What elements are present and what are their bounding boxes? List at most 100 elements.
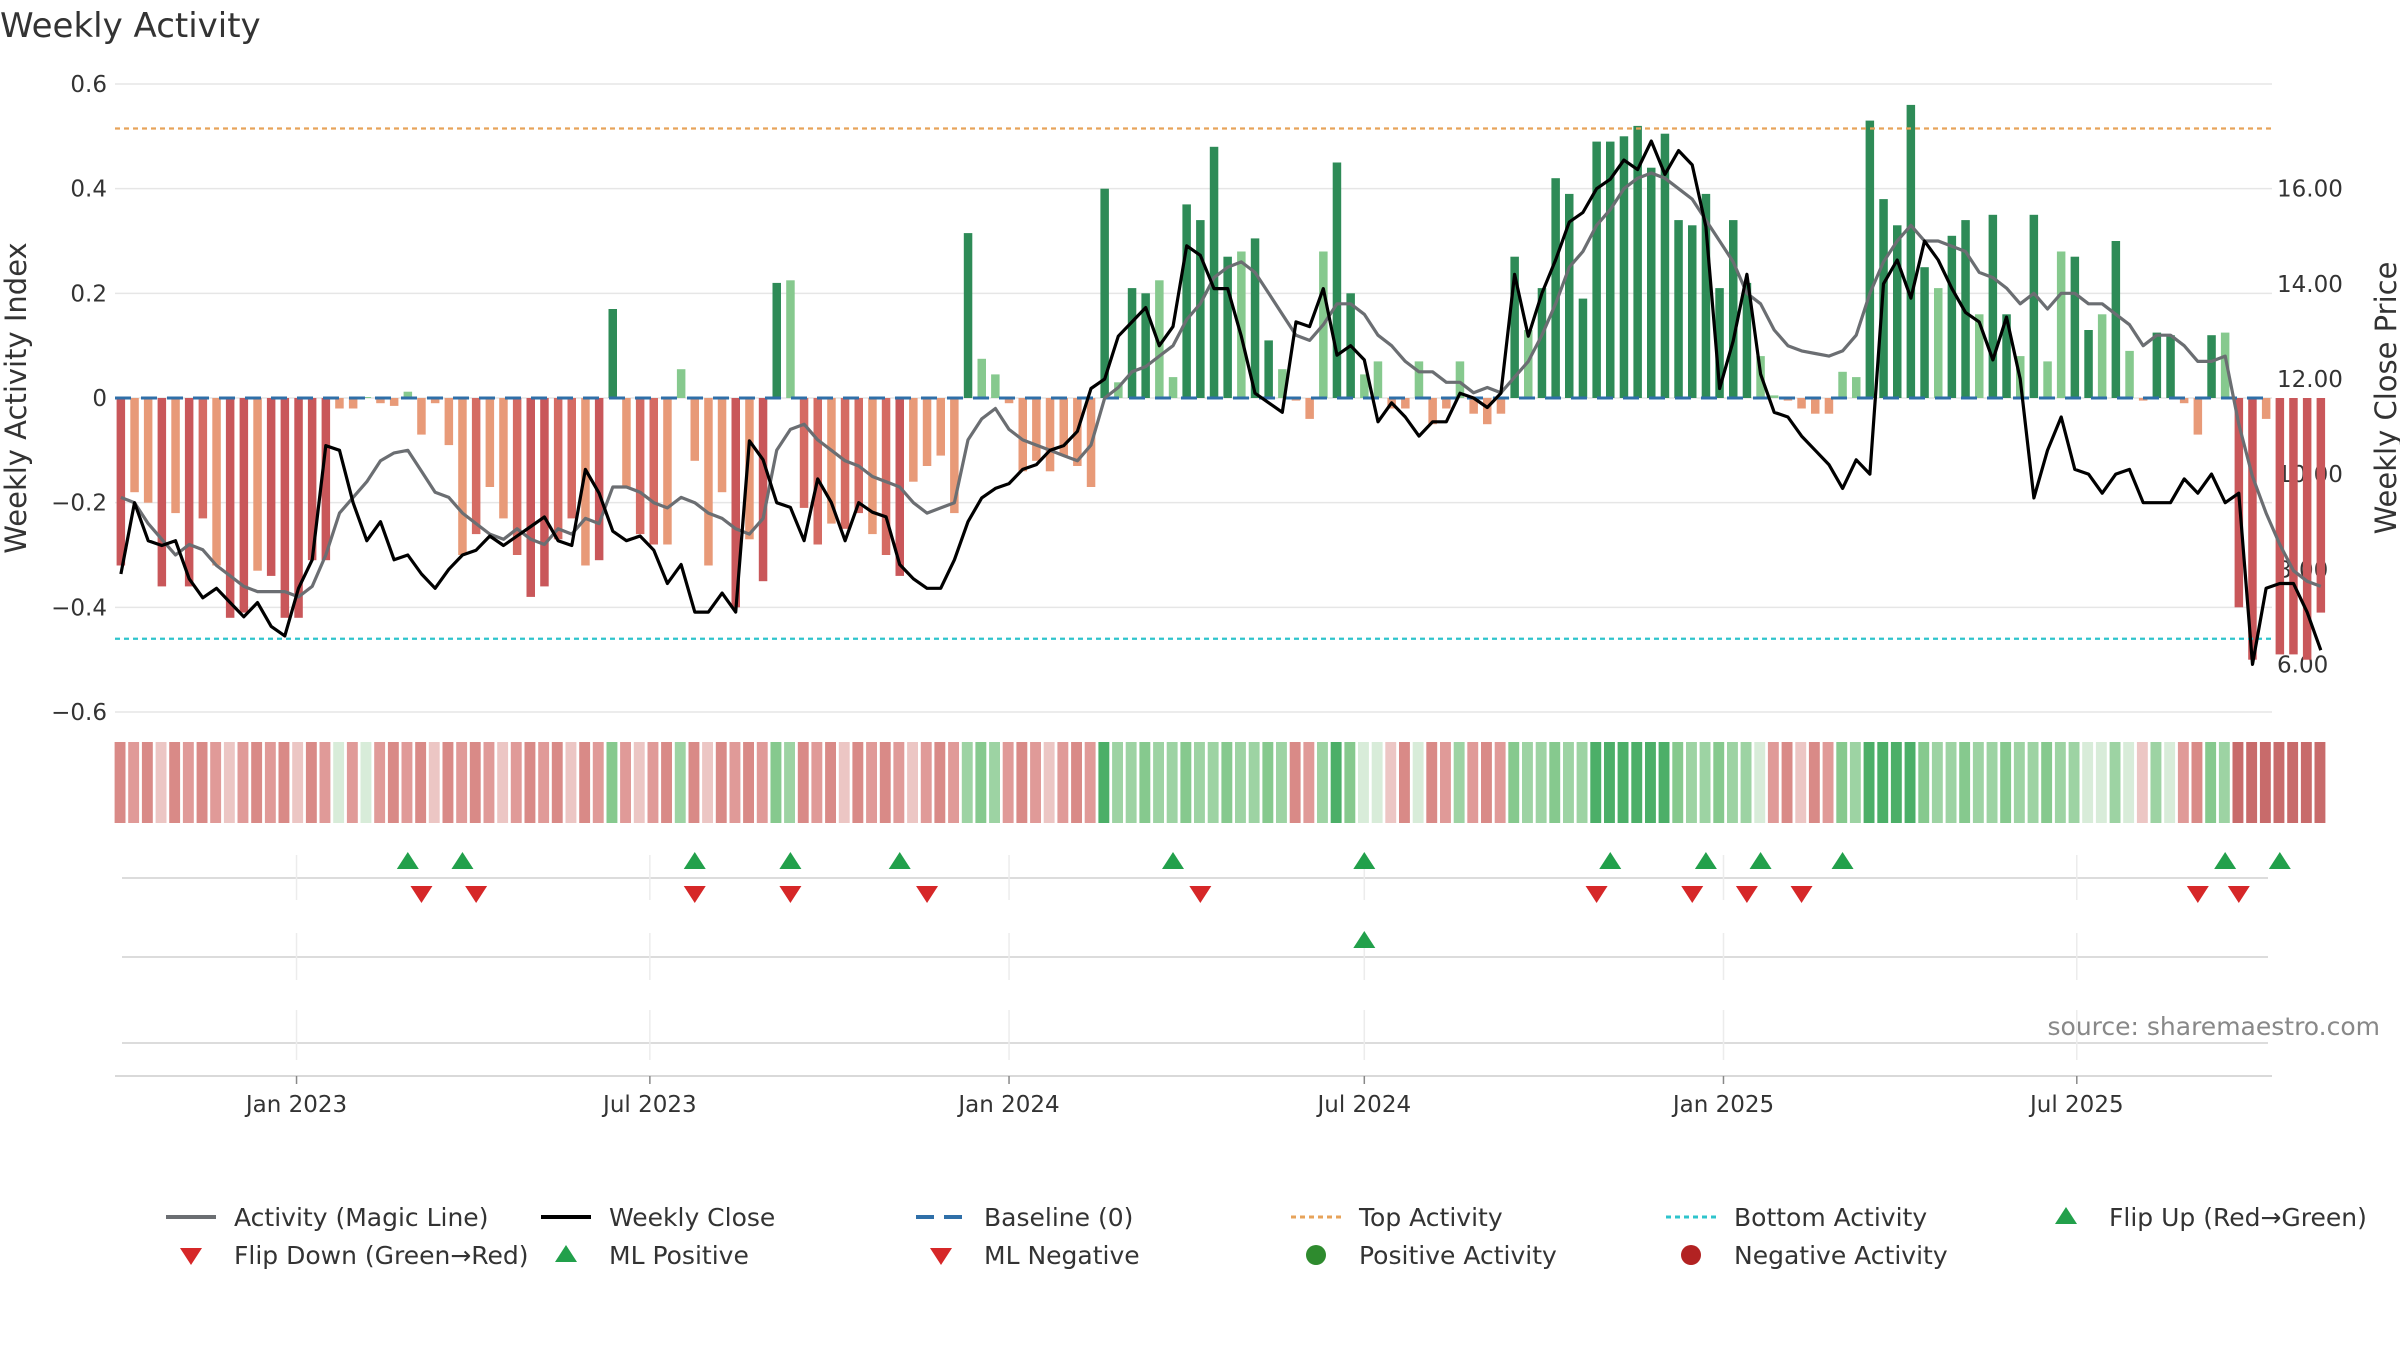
color-strip-cell xyxy=(1071,742,1082,823)
activity-bar xyxy=(253,398,262,571)
flip-down-marker xyxy=(1735,886,1758,903)
color-strip-cell xyxy=(223,742,235,823)
activity-bar xyxy=(1168,377,1178,398)
x-tick-label: Jul 2025 xyxy=(2028,1092,2124,1118)
activity-bar xyxy=(1961,220,1970,398)
color-strip-cell xyxy=(2136,742,2148,823)
color-strip-cell xyxy=(469,742,481,823)
color-strip-cell xyxy=(319,742,331,823)
magic-line-series xyxy=(120,171,2322,599)
activity-bar xyxy=(731,398,740,608)
activity-bar xyxy=(1729,220,1738,398)
activity-bar xyxy=(1811,398,1820,414)
color-strip-cell xyxy=(2082,742,2094,823)
y-tick-label: −0.2 xyxy=(51,491,107,517)
activity-bar xyxy=(786,280,795,399)
activity-bar xyxy=(2166,335,2175,398)
color-strip-cell xyxy=(2259,742,2271,823)
color-strip-cell xyxy=(1795,742,1807,823)
activity-bar xyxy=(471,398,481,535)
y-tick-label: −0.6 xyxy=(51,700,107,726)
color-strip-cell xyxy=(1617,742,1629,823)
color-strip-cell xyxy=(1904,742,1916,823)
activity-bar xyxy=(1442,398,1451,409)
activity-bar xyxy=(1278,369,1287,398)
color-strip-cell xyxy=(1522,742,1533,823)
circle-icon xyxy=(1306,1245,1326,1265)
legend-item-top-activity: Top Activity xyxy=(1285,1200,1503,1234)
color-strip-cell xyxy=(1330,742,1342,823)
activity-bar xyxy=(553,398,563,540)
legend: Activity (Magic Line) Weekly Close Basel… xyxy=(160,1200,2380,1280)
color-strip-cell xyxy=(374,742,386,823)
color-strip-cell xyxy=(2177,742,2189,823)
activity-bar xyxy=(1237,251,1246,398)
activity-bar xyxy=(2275,398,2285,655)
activity-bar xyxy=(690,398,699,461)
color-strip-cell xyxy=(2164,742,2176,823)
color-strip-cell xyxy=(2218,742,2230,823)
activity-bar xyxy=(1578,298,1588,398)
activity-bar xyxy=(1496,398,1506,414)
activity-bar xyxy=(1100,188,1109,398)
color-strip-cell xyxy=(961,742,973,823)
activity-bar xyxy=(2289,398,2298,655)
activity-bar xyxy=(2193,398,2203,435)
activity-bar xyxy=(1920,267,1929,398)
color-strip-cell xyxy=(483,742,495,823)
activity-bar xyxy=(280,398,290,618)
activity-bar xyxy=(608,309,617,398)
activity-bar xyxy=(1770,395,1779,398)
color-strip-cell xyxy=(1412,742,1424,823)
source-credit: source: sharemaestro.com xyxy=(2047,1012,2381,1041)
flip-down-marker xyxy=(410,886,433,903)
color-strip-cell xyxy=(1180,742,1192,823)
x-tick-label: Jul 2024 xyxy=(1315,1092,1411,1118)
color-strip-cell xyxy=(647,742,659,823)
activity-bar xyxy=(184,398,194,587)
color-strip-cell xyxy=(237,742,249,823)
legend-item-flip-up: Flip Up (Red→Green) xyxy=(2035,1200,2367,1234)
color-strip-cell xyxy=(1289,742,1301,823)
color-strip-cell xyxy=(128,742,140,823)
activity-bar xyxy=(1141,293,1150,398)
color-strip-cell xyxy=(1262,742,1274,823)
color-strip-cell xyxy=(1426,742,1438,823)
activity-bar xyxy=(813,398,822,545)
color-strip-cell xyxy=(524,742,536,823)
color-strip-cell xyxy=(661,742,672,823)
color-strip-cell xyxy=(2095,742,2107,823)
color-strip-cell xyxy=(305,742,317,823)
color-strip-cell xyxy=(1686,742,1697,823)
color-strip-cell xyxy=(1699,742,1711,823)
flip-down-marker xyxy=(916,886,939,903)
flip-up-marker xyxy=(683,852,706,869)
legend-label: Top Activity xyxy=(1359,1202,1503,1232)
activity-bar xyxy=(2220,332,2230,398)
activity-bar xyxy=(1934,288,1943,398)
y-right-tick-label: 12.00 xyxy=(2277,367,2343,393)
color-strip-cell xyxy=(1385,742,1397,823)
legend-item-bottom-activity: Bottom Activity xyxy=(1660,1200,1927,1234)
color-strip-cell xyxy=(2027,742,2039,823)
flip-down-marker xyxy=(1585,886,1608,903)
color-strip-cell xyxy=(633,742,645,823)
activity-bar xyxy=(389,398,399,406)
activity-bar xyxy=(307,398,317,561)
color-strip-cell xyxy=(702,742,713,823)
color-strip-cell xyxy=(1494,742,1506,823)
chart-title: Weekly Activity xyxy=(0,6,261,46)
activity-bar xyxy=(526,398,535,597)
color-strip-cell xyxy=(1371,742,1383,823)
activity-bar xyxy=(376,398,385,404)
color-strip-cell xyxy=(1221,742,1233,823)
activity-bar xyxy=(130,398,139,493)
activity-bar xyxy=(348,398,358,409)
color-strip-cell xyxy=(2150,742,2162,823)
activity-bar xyxy=(485,398,495,487)
color-strip-cell xyxy=(292,742,304,823)
activity-bar xyxy=(868,398,877,535)
activity-bar xyxy=(294,398,303,618)
color-strip-cell xyxy=(756,742,768,823)
activity-bar xyxy=(2207,335,2216,398)
